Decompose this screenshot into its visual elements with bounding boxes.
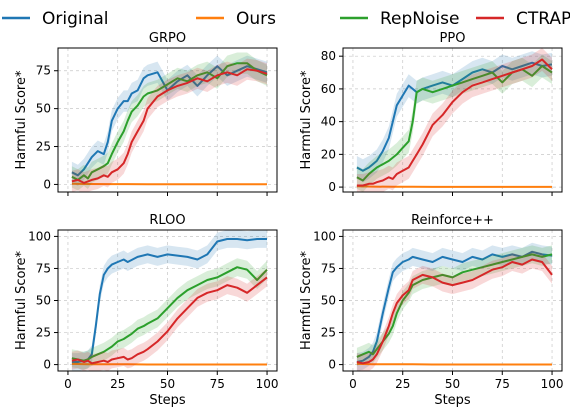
- y-axis-label-rloo: Harmful Score*: [14, 251, 29, 350]
- y-tick-label-rloo-75: 75: [36, 261, 51, 275]
- series-band-repnoise-ppo: [356, 54, 552, 192]
- y-tick-label-ppo-80: 80: [321, 49, 336, 63]
- subplot-title-reinforce: Reinforce++: [411, 213, 494, 228]
- legend: Original Ours RepNoise CTRAP: [2, 9, 570, 29]
- y-tick-label-ppo-40: 40: [321, 115, 336, 129]
- x-tick-label-rloo-100: 100: [256, 377, 279, 391]
- y-tick-label-ppo-60: 60: [321, 82, 336, 96]
- subplot-grid: GRPO 0 25 50 75 Harmful Score* PPO 0 20 40 60 80 Har…: [14, 31, 563, 408]
- x-tick-label-reinforce-100: 100: [541, 377, 564, 391]
- series-line-original-reinforce: [356, 250, 553, 363]
- series-line-ctrap-ppo: [356, 58, 553, 187]
- y-tick-label-rloo-50: 50: [36, 294, 51, 308]
- subplot-title-rloo: RLOO: [149, 213, 185, 228]
- x-tick-label-reinforce-50: 50: [445, 377, 460, 391]
- legend-label-ctrap: CTRAP: [516, 9, 570, 29]
- y-tick-label-reinforce-100: 100: [313, 229, 336, 243]
- y-tick-label-rloo-100: 100: [28, 229, 51, 243]
- x-tick-label-rloo-50: 50: [160, 377, 175, 391]
- series-line-original-rloo: [71, 238, 267, 363]
- series-line-repnoise-rloo: [71, 266, 268, 362]
- series-line-repnoise-grpo: [71, 62, 268, 181]
- series-line-ours-grpo: [71, 182, 267, 186]
- x-tick-label-rloo-25: 25: [110, 377, 125, 391]
- series-line-ours-reinforce: [356, 362, 552, 366]
- x-tick-label-rloo-75: 75: [210, 377, 225, 391]
- y-tick-label-grpo-75: 75: [36, 64, 51, 78]
- series-band-original-reinforce: [356, 242, 552, 371]
- y-tick-label-reinforce-75: 75: [321, 261, 336, 275]
- series-band-ctrap-reinforce: [356, 250, 552, 371]
- y-axis-label-reinforce: Harmful Score*: [299, 251, 314, 350]
- subplot-rloo: RLOO 0 25 50 75 100 0 25 50 75 100 Harmful Score* St…: [14, 213, 278, 408]
- series-band-ctrap-ppo: [356, 48, 552, 192]
- series-band-ctrap-grpo: [71, 58, 267, 192]
- series-band-ctrap-rloo: [71, 268, 267, 371]
- legend-item-ours: Ours: [196, 9, 276, 29]
- x-axis-label-rloo: Steps: [149, 393, 186, 408]
- series-line-ctrap-rloo: [71, 276, 268, 365]
- series-group-reinforce: [356, 242, 553, 371]
- legend-label-ours: Ours: [236, 9, 276, 29]
- legend-item-ctrap: CTRAP: [476, 9, 570, 29]
- subplot-title-grpo: GRPO: [149, 31, 186, 46]
- series-line-ours-rloo: [71, 362, 267, 366]
- series-line-ctrap-grpo: [71, 68, 268, 184]
- y-tick-label-ppo-20: 20: [321, 147, 336, 161]
- y-tick-label-reinforce-50: 50: [321, 294, 336, 308]
- x-tick-label-reinforce-25: 25: [395, 377, 410, 391]
- subplot-grpo: GRPO 0 25 50 75 Harmful Score*: [14, 31, 278, 196]
- series-line-ours-ppo: [356, 185, 552, 188]
- series-group-rloo: [71, 230, 268, 371]
- series-line-repnoise-reinforce: [356, 253, 553, 358]
- series-band-repnoise-rloo: [71, 258, 268, 370]
- y-tick-label-grpo-0: 0: [43, 177, 51, 191]
- legend-label-repnoise: RepNoise: [380, 9, 459, 29]
- y-tick-label-ppo-0: 0: [328, 180, 336, 194]
- series-band-original-rloo: [71, 230, 268, 371]
- y-axis-label-ppo: Harmful Score*: [299, 70, 314, 169]
- y-axis-label-grpo: Harmful Score*: [14, 70, 29, 169]
- legend-label-original: Original: [42, 9, 109, 29]
- y-tick-label-grpo-50: 50: [36, 102, 51, 116]
- subplot-reinforce: Reinforce++ 0 25 50 75 100 0 25 50 75 100 Harmful S…: [299, 213, 563, 408]
- series-line-repnoise-ppo: [356, 65, 553, 182]
- subplot-ppo: PPO 0 20 40 60 80 Harmful Score*: [299, 31, 563, 196]
- x-axis-label-reinforce: Steps: [434, 393, 471, 408]
- subplot-title-ppo: PPO: [440, 31, 466, 46]
- x-tick-label-reinforce-0: 0: [349, 377, 357, 391]
- series-band-repnoise-grpo: [71, 52, 268, 191]
- series-group-grpo: [71, 52, 268, 192]
- y-tick-label-reinforce-25: 25: [321, 326, 336, 340]
- y-tick-label-rloo-25: 25: [36, 326, 51, 340]
- x-tick-label-rloo-0: 0: [64, 377, 72, 391]
- series-line-ctrap-reinforce: [356, 258, 553, 365]
- legend-item-original: Original: [2, 9, 109, 29]
- y-tick-label-reinforce-0: 0: [328, 358, 336, 372]
- legend-item-repnoise: RepNoise: [340, 9, 459, 29]
- series-band-original-ppo: [356, 51, 552, 183]
- y-tick-label-rloo-0: 0: [43, 358, 51, 372]
- series-group-ppo: [356, 48, 553, 192]
- x-tick-label-reinforce-75: 75: [495, 377, 510, 391]
- y-tick-label-grpo-25: 25: [36, 140, 51, 154]
